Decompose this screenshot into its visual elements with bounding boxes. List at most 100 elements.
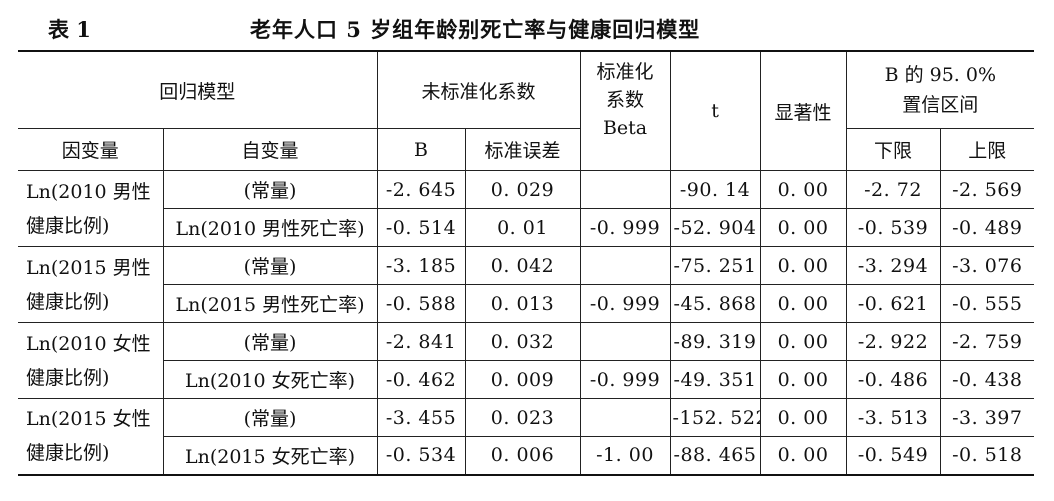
table-row: Ln(2010 女死亡率) -0. 462 0. 009 -0. 999 -49. 35… — [18, 360, 1035, 399]
std-error: 0. 042 — [464, 246, 581, 285]
table-row: Ln(2015 女死亡率) -0. 534 0. 006 -1. 00 -88. 465… — [18, 436, 1035, 475]
significance: 0. 00 — [759, 284, 847, 323]
dependent-line2: 健康比例) — [26, 214, 110, 237]
ci-lower: -0. 549 — [845, 436, 941, 475]
dependent-line1: Ln(2010 女性 — [26, 332, 151, 355]
independent-variable: (常量) — [162, 322, 378, 361]
independent-variable: (常量) — [162, 246, 378, 285]
dependent-variable: Ln(2015 女性 健康比例) — [18, 398, 164, 475]
independent-variable: (常量) — [162, 170, 378, 209]
table-body: Ln(2010 男性 健康比例) (常量) -2. 645 0. 029 -90. 14 0… — [18, 170, 1035, 475]
table-label: 表 1 — [48, 17, 91, 42]
header-ci-line2: 置信区间 — [902, 94, 979, 116]
ci-lower: -3. 513 — [845, 398, 941, 437]
header-confidence-interval: B 的 95. 0% 置信区间 — [845, 50, 1035, 129]
header-unstandardized: 未标准化系数 — [376, 50, 581, 129]
significance: 0. 00 — [759, 170, 847, 209]
t-value: -52. 904 — [669, 208, 761, 247]
ci-upper: -0. 555 — [939, 284, 1035, 323]
ci-upper: -0. 489 — [939, 208, 1035, 247]
t-value: -45. 868 — [669, 284, 761, 323]
dependent-line1: Ln(2015 女性 — [26, 408, 151, 431]
table-row: Ln(2015 男性 健康比例) (常量) -3. 185 0. 042 -75. 251… — [18, 246, 1035, 323]
t-value: -152. 522 — [669, 398, 761, 437]
ci-lower: -2. 72 — [845, 170, 941, 209]
dependent-line1: Ln(2015 男性 — [26, 256, 151, 279]
significance: 0. 00 — [759, 246, 847, 285]
ci-lower: -3. 294 — [845, 246, 941, 285]
b-value: -3. 185 — [376, 246, 466, 285]
t-value: -89. 319 — [669, 322, 761, 361]
table-row: Ln(2015 男性死亡率) -0. 588 0. 013 -0. 999 -45. 8… — [18, 284, 1035, 323]
b-value: -0. 514 — [376, 208, 466, 247]
b-value: -2. 841 — [376, 322, 466, 361]
ci-upper: -0. 518 — [939, 436, 1035, 475]
std-error: 0. 013 — [464, 284, 581, 323]
header-row-bottom: 因变量 自变量 B 标准误差 下限 上限 — [18, 128, 1035, 171]
regression-table: 回归模型 未标准化系数 标准化 系数 Beta t 显著性 B 的 95. 0%… — [18, 50, 1035, 476]
significance: 0. 00 — [759, 208, 847, 247]
dependent-variable: Ln(2015 男性 健康比例) — [18, 246, 164, 323]
header-standardized: 标准化 系数 Beta — [579, 50, 671, 171]
std-error: 0. 009 — [464, 360, 581, 399]
table-row: Ln(2010 男性死亡率) -0. 514 0. 01 -0. 999 -52. 90… — [18, 208, 1035, 247]
std-error: 0. 029 — [464, 170, 581, 209]
independent-variable: Ln(2010 男性死亡率) — [163, 208, 378, 247]
header-row-top: 回归模型 未标准化系数 标准化 系数 Beta t 显著性 B 的 95. 0%… — [18, 50, 1035, 171]
dependent-line2: 健康比例) — [26, 442, 110, 465]
beta-value: -0. 999 — [579, 360, 671, 399]
dependent-line2: 健康比例) — [26, 290, 110, 313]
header-std-line3: Beta — [602, 117, 648, 139]
header-t: t — [669, 50, 761, 171]
dependent-variable: Ln(2010 女性 健康比例) — [18, 322, 164, 399]
header-independent: 自变量 — [162, 128, 378, 171]
header-upper: 上限 — [939, 128, 1035, 171]
beta-value — [579, 246, 671, 285]
ci-upper: -3. 397 — [939, 398, 1035, 437]
independent-variable: Ln(2015 女死亡率) — [163, 436, 378, 475]
header-ci-line1: B 的 95. 0% — [884, 64, 997, 86]
ci-lower: -0. 539 — [845, 208, 941, 247]
t-value: -90. 14 — [669, 170, 761, 209]
b-value: -0. 462 — [376, 360, 466, 399]
beta-value — [579, 322, 671, 361]
header-significance: 显著性 — [759, 50, 847, 171]
std-error: 0. 032 — [464, 322, 581, 361]
beta-value — [579, 398, 671, 437]
ci-upper: -3. 076 — [939, 246, 1035, 285]
beta-value: -0. 999 — [579, 208, 671, 247]
std-error: 0. 006 — [464, 436, 581, 475]
dependent-line2: 健康比例) — [26, 366, 110, 389]
header-dependent: 因变量 — [18, 128, 164, 171]
ci-upper: -2. 569 — [939, 170, 1035, 209]
table-title: 老年人口 5 岁组年龄别死亡率与健康回归模型 — [250, 17, 701, 42]
dependent-variable: Ln(2010 男性 健康比例) — [18, 170, 164, 247]
table-row: Ln(2015 女性 健康比例) (常量) -3. 455 0. 023 -152. 52… — [18, 398, 1035, 475]
beta-value: -1. 00 — [579, 436, 671, 475]
header-b: B — [376, 128, 466, 171]
header-lower: 下限 — [845, 128, 941, 171]
independent-variable: Ln(2010 女死亡率) — [163, 360, 378, 399]
b-value: -0. 534 — [376, 436, 466, 475]
table-row: Ln(2010 男性 健康比例) (常量) -2. 645 0. 029 -90. 14 0… — [18, 170, 1035, 247]
ci-lower: -2. 922 — [845, 322, 941, 361]
independent-variable: (常量) — [162, 398, 378, 437]
table-caption: 表 1 老年人口 5 岁组年龄别死亡率与健康回归模型 — [0, 0, 1054, 48]
independent-variable: Ln(2015 男性死亡率) — [163, 284, 378, 323]
significance: 0. 00 — [759, 398, 847, 437]
t-value: -49. 351 — [669, 360, 761, 399]
header-std-error: 标准误差 — [464, 128, 581, 171]
b-value: -2. 645 — [376, 170, 466, 209]
std-error: 0. 01 — [464, 208, 581, 247]
header-model: 回归模型 — [18, 50, 378, 129]
significance: 0. 00 — [759, 322, 847, 361]
b-value: -0. 588 — [376, 284, 466, 323]
dependent-line1: Ln(2010 男性 — [26, 180, 151, 203]
t-value: -75. 251 — [669, 246, 761, 285]
table-row: Ln(2010 女性 健康比例) (常量) -2. 841 0. 032 -89. 319… — [18, 322, 1035, 399]
header-std-line1: 标准化 — [596, 61, 654, 83]
beta-value: -0. 999 — [579, 284, 671, 323]
ci-lower: -0. 486 — [845, 360, 941, 399]
ci-lower: -0. 621 — [845, 284, 941, 323]
b-value: -3. 455 — [376, 398, 466, 437]
